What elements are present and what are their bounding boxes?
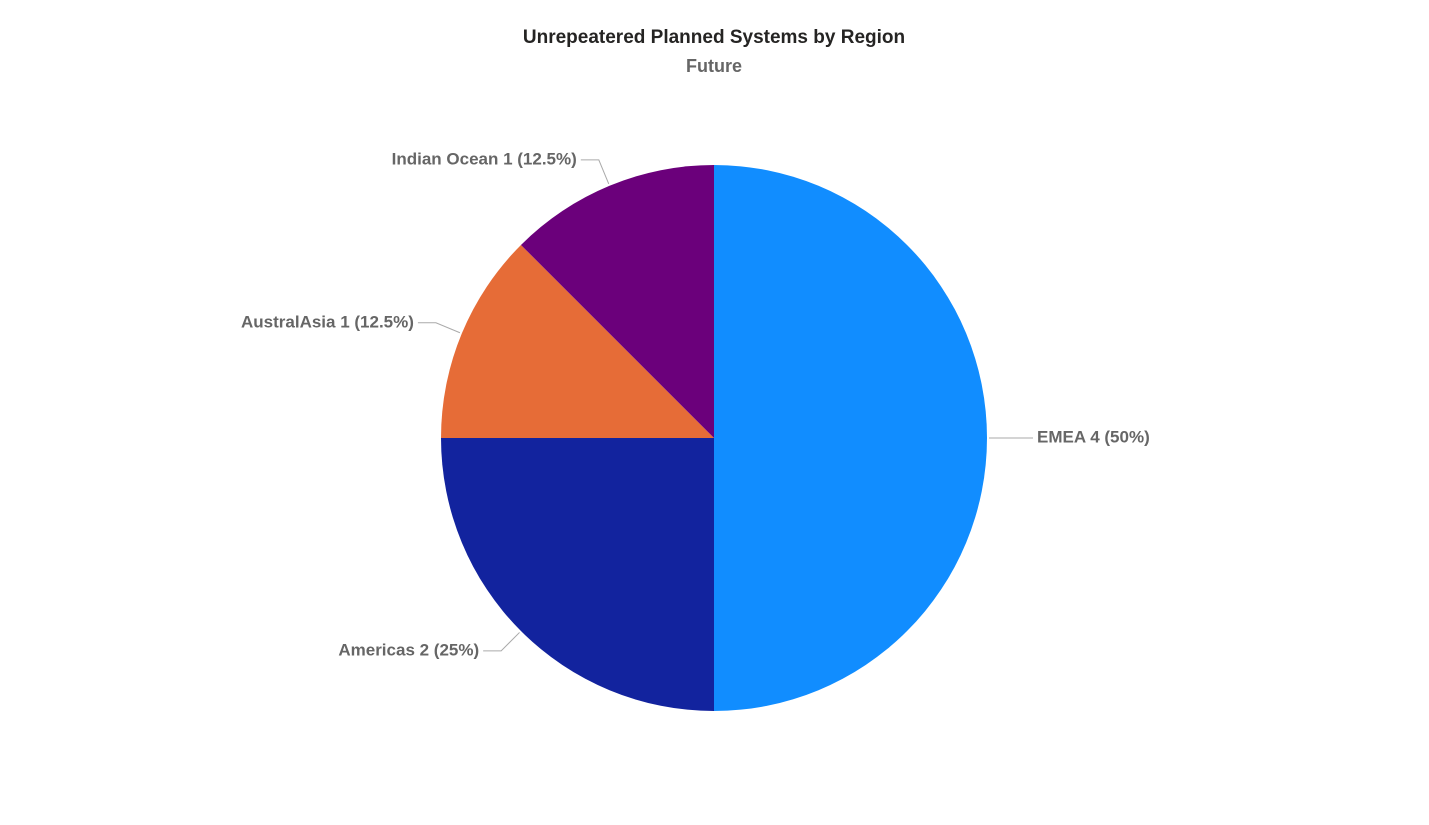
data-label: AustralAsia 1 (12.5%)	[241, 312, 414, 331]
data-label: Indian Ocean 1 (12.5%)	[392, 149, 577, 168]
pie-slice	[714, 165, 987, 711]
pie-slice	[520, 165, 714, 438]
pie-slice	[441, 244, 714, 438]
leader-line	[580, 159, 610, 185]
pie-slice	[441, 438, 714, 711]
data-label: Americas 2 (25%)	[338, 640, 479, 659]
chart-subtitle: Future	[686, 56, 742, 76]
data-label: EMEA 4 (50%)	[1037, 427, 1150, 446]
chart-title: Unrepeatered Planned Systems by Region	[523, 27, 905, 48]
leader-line	[483, 632, 520, 652]
leader-line	[417, 322, 461, 334]
